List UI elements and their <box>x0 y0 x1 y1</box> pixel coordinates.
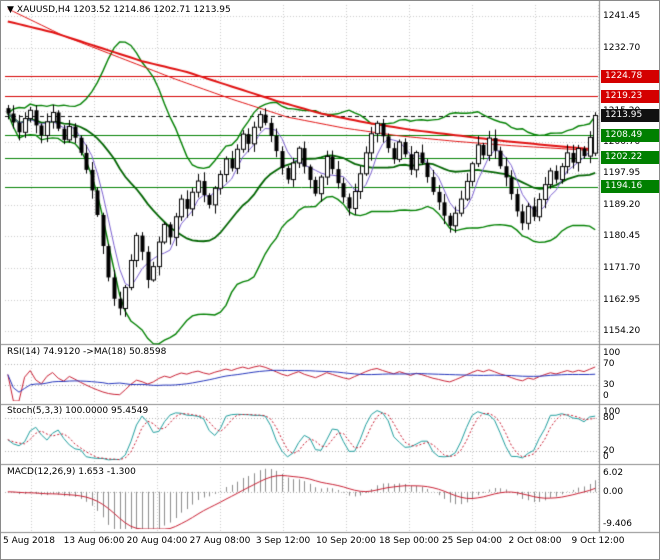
time-axis-label: 2 Oct 08:00 <box>508 536 562 546</box>
time-axis-label: 18 Sep 00:00 <box>378 536 440 546</box>
price-level-box: 1194.16 <box>601 180 659 194</box>
price-axis-label: 1154.20 <box>603 326 641 337</box>
price-level-box: 1219.23 <box>601 89 659 103</box>
stoch-axis-label: 20 <box>603 446 615 456</box>
macd-axis-label: -9.406 <box>603 519 633 529</box>
price-axis-label: 1162.95 <box>603 294 641 305</box>
price-level-box: 1202.22 <box>601 151 659 165</box>
price-axis-label: 1197.95 <box>603 168 641 179</box>
time-axis-label: 9 Oct 12:00 <box>571 536 625 546</box>
time-axis-label: 10 Sep 20:00 <box>315 536 377 546</box>
collapse-ohlc-icon[interactable]: ▼ <box>7 5 14 15</box>
stoch-axis-label: 80 <box>603 413 615 423</box>
rsi-axis-label: 30 <box>603 380 615 391</box>
macd-axis-label: 0.00 <box>603 486 624 497</box>
stoch-indicator-label: Stoch(5,3,3) 100.0000 95.4549 <box>7 406 149 416</box>
price-axis-label: 1180.45 <box>603 231 641 242</box>
current-price-box: 1213.95 <box>601 109 659 122</box>
rsi-axis-label: 100 <box>603 348 621 358</box>
ohlc-header: ▼ XAUUSD,H4 1203.52 1214.86 1202.71 1213.… <box>7 5 234 15</box>
price-axis-label: 1171.70 <box>603 263 641 274</box>
time-axis-label: 13 Aug 06:00 <box>63 536 125 546</box>
stoch-axis-label: 0 <box>603 452 609 462</box>
macd-indicator-label: MACD(12,26,9) 1.653 -1.300 <box>7 467 136 477</box>
symbol-ohlc-text: XAUUSD,H4 1203.52 1214.86 1202.71 1213.9… <box>16 5 231 15</box>
stoch-axis-label: 100 <box>603 407 621 417</box>
time-axis-label: 3 Sep 12:00 <box>255 536 311 546</box>
rsi-indicator-label: RSI(14) 74.9120 ->MA(18) 50.8598 <box>7 347 167 357</box>
macd-axis-label: 6.02 <box>603 468 624 478</box>
time-axis-label: 5 Aug 2018 <box>3 536 55 546</box>
price-axis-label: 1189.20 <box>603 199 641 210</box>
price-level-box: 1224.78 <box>601 69 659 83</box>
time-axis-label: 20 Aug 04:00 <box>126 536 188 546</box>
time-axis-label: 25 Sep 04:00 <box>441 536 503 546</box>
price-level-box: 1208.49 <box>601 128 659 142</box>
rsi-axis-label: 0 <box>603 391 609 401</box>
price-axis-label: 1232.70 <box>603 42 641 53</box>
rsi-axis-label: 70 <box>603 358 615 369</box>
price-axis-label: 1241.45 <box>603 11 641 22</box>
time-axis-label: 27 Aug 08:00 <box>189 536 251 546</box>
